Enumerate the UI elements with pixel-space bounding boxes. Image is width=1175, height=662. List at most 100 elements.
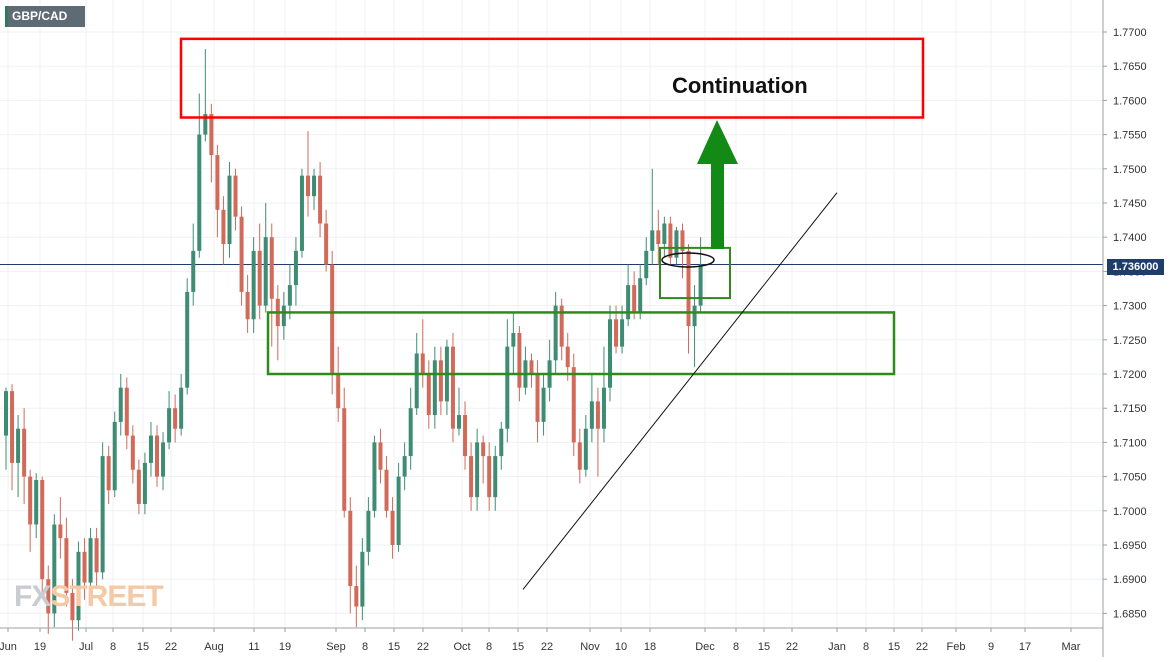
candle-up (112, 421, 117, 491)
candle-up (620, 319, 625, 347)
x-tick-label: 18 (644, 641, 656, 653)
candle-down (58, 524, 63, 539)
candle-up (493, 456, 498, 498)
candle-down (215, 155, 220, 210)
candle-down (463, 415, 468, 457)
candle-down (656, 230, 661, 245)
candle-up (692, 305, 697, 327)
grid-layer (0, 0, 1103, 628)
candle-up (118, 387, 123, 422)
candle-down (426, 374, 431, 416)
candle-up (457, 415, 461, 429)
candle-up (505, 346, 510, 429)
continuation-label: Continuation (672, 73, 808, 98)
candle-up (76, 551, 81, 621)
candle-up (100, 456, 105, 573)
candle-layer (4, 49, 703, 641)
candle-up (414, 353, 419, 409)
candle-up (662, 223, 667, 245)
candle-down (378, 442, 383, 470)
x-tick-label: 11 (248, 641, 259, 653)
y-tick-label: 1.7200 (1113, 369, 1147, 381)
candle-down (173, 408, 178, 429)
candle-down (614, 319, 619, 347)
y-tick-label: 1.7150 (1113, 403, 1147, 415)
candle-down (155, 435, 159, 477)
x-tick-label: Jul (79, 641, 93, 653)
candle-up (638, 278, 643, 313)
candle-down (420, 353, 425, 374)
candle-up (52, 524, 57, 614)
x-tick-label: 19 (34, 641, 46, 653)
y-tick-label: 1.7700 (1113, 27, 1147, 39)
candle-down (46, 579, 51, 614)
candle-up (402, 456, 407, 477)
x-tick-label: 8 (110, 641, 116, 653)
candle-down (559, 305, 564, 347)
candle-down (233, 175, 238, 217)
candle-down (336, 374, 341, 409)
candle-down (318, 175, 323, 224)
x-tick-label: 15 (758, 641, 770, 653)
candle-down (342, 408, 347, 511)
x-tick-label: Jan (828, 641, 846, 653)
y-tick-label: 1.7650 (1113, 61, 1147, 73)
y-tick-label: 1.7000 (1113, 506, 1147, 518)
candle-down (390, 510, 395, 545)
candle-down (384, 469, 389, 511)
candle-up (4, 391, 8, 436)
candle-up (511, 332, 516, 347)
candle-down (64, 538, 69, 593)
x-tick-label: 22 (417, 641, 429, 653)
y-tick-label: 1.7450 (1113, 198, 1147, 210)
support-zone-box (266, 311, 896, 376)
y-tick-label: 1.7400 (1113, 232, 1147, 244)
candle-down (82, 551, 87, 583)
y-tick-label: 1.7100 (1113, 437, 1147, 449)
x-tick-label: 8 (362, 641, 368, 653)
candle-down (10, 391, 15, 463)
candle-up (197, 134, 202, 251)
candle-down (124, 387, 129, 436)
x-tick-label: 8 (733, 641, 739, 653)
y-tick-label: 1.7550 (1113, 130, 1147, 142)
candle-up (312, 175, 317, 197)
candle-down (245, 291, 250, 320)
candle-down (209, 114, 214, 156)
candle-down (28, 476, 33, 525)
arrow-up-icon (697, 120, 738, 164)
candle-up (191, 250, 196, 292)
x-tick-label: 8 (486, 641, 492, 653)
candle-down (577, 442, 582, 470)
candle-up (142, 462, 147, 504)
x-tick-label: Dec (695, 641, 715, 653)
candle-down (571, 367, 576, 443)
candle-up (601, 387, 606, 429)
candle-up (432, 360, 437, 416)
candle-up (299, 175, 304, 251)
candle-down (94, 538, 99, 573)
x-tick-label: Oct (453, 641, 470, 653)
candle-down (239, 216, 244, 292)
x-tick-label: 22 (786, 641, 798, 653)
candle-up (589, 401, 594, 429)
x-tick-label: 15 (888, 641, 900, 653)
candle-down (348, 510, 353, 587)
candle-up (366, 510, 371, 552)
x-tick-label: 19 (279, 641, 291, 653)
candle-down (668, 223, 673, 258)
candle-down (565, 346, 570, 368)
candle-up (396, 476, 401, 545)
x-tick-label: Feb (947, 641, 966, 653)
candle-up (499, 428, 504, 457)
y-tick-label: 1.6950 (1113, 540, 1147, 552)
candle-down (221, 209, 226, 245)
x-tick-label: 10 (615, 641, 627, 653)
candle-down (306, 175, 310, 197)
candle-up (608, 319, 612, 388)
y-tick-label: 1.7050 (1113, 472, 1147, 484)
candle-down (481, 442, 486, 457)
candle-down (22, 428, 27, 477)
x-tick-label: 15 (137, 641, 149, 653)
